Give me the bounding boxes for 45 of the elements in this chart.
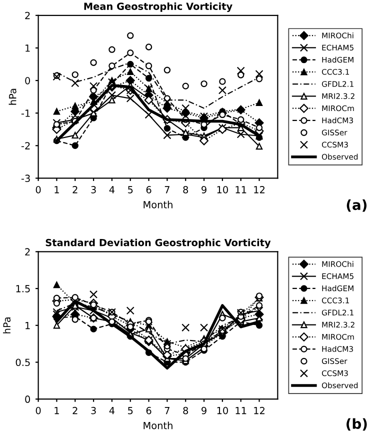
- y-tick-label: 1: [26, 322, 30, 330]
- x-tick-label: 6: [146, 186, 152, 194]
- y-tick-label: 2: [25, 12, 30, 20]
- y-axis-title: hPa: [3, 317, 11, 334]
- x-tick-label: 6: [146, 406, 152, 414]
- text: (a): [346, 199, 367, 212]
- x-tick-label: 0: [36, 406, 41, 414]
- y-tick-label: 1.5: [16, 285, 30, 292]
- x-tick-label: 3: [91, 186, 96, 194]
- x-tick-label: 3: [91, 406, 96, 414]
- x-axis-title: Month: [144, 422, 172, 430]
- x-tick-label: 5: [128, 186, 133, 194]
- y-tick-label: 0: [25, 396, 30, 403]
- y-tick-label: 0.5: [16, 358, 30, 366]
- x-tick-label: 5: [128, 407, 133, 414]
- x-tick-label: 7: [164, 186, 170, 194]
- text: (b): [346, 418, 367, 431]
- x-tick-label: 9: [202, 186, 206, 194]
- y-tick-label: 2: [25, 248, 30, 256]
- y-tick-label: -3: [21, 174, 30, 182]
- x-tick-label: 2: [72, 406, 78, 414]
- y-axis-title: hPa: [8, 88, 16, 105]
- y-tick-label: 0: [25, 77, 30, 84]
- x-tick-label: 8: [183, 186, 188, 194]
- x-tick-label: 11: [236, 407, 246, 414]
- x-tick-label: 8: [183, 406, 188, 414]
- x-tick-label: 10: [217, 186, 228, 194]
- chart-title: Standard Deviation Geostrophic Vorticity: [46, 238, 271, 248]
- x-tick-label: 12: [254, 186, 264, 194]
- x-tick-label: 11: [236, 186, 246, 194]
- chart-title: Mean Geostrophic Vorticity: [84, 2, 232, 12]
- x-tick-label: 9: [202, 406, 206, 414]
- y-tick-label: -2: [21, 142, 30, 150]
- x-tick-label: 4: [109, 407, 114, 414]
- x-tick-label: 1: [54, 407, 59, 414]
- x-tick-label: 10: [217, 406, 228, 414]
- x-tick-label: 2: [72, 186, 78, 194]
- x-axis-title: Month: [144, 200, 172, 208]
- x-tick-label: 7: [164, 407, 170, 414]
- x-tick-label: 1: [54, 186, 59, 194]
- x-tick-label: 12: [254, 406, 264, 414]
- y-tick-label: 1: [26, 44, 30, 52]
- x-tick-label: 0: [36, 186, 41, 194]
- x-tick-label: 4: [109, 186, 114, 194]
- y-tick-label: -1: [21, 110, 30, 117]
